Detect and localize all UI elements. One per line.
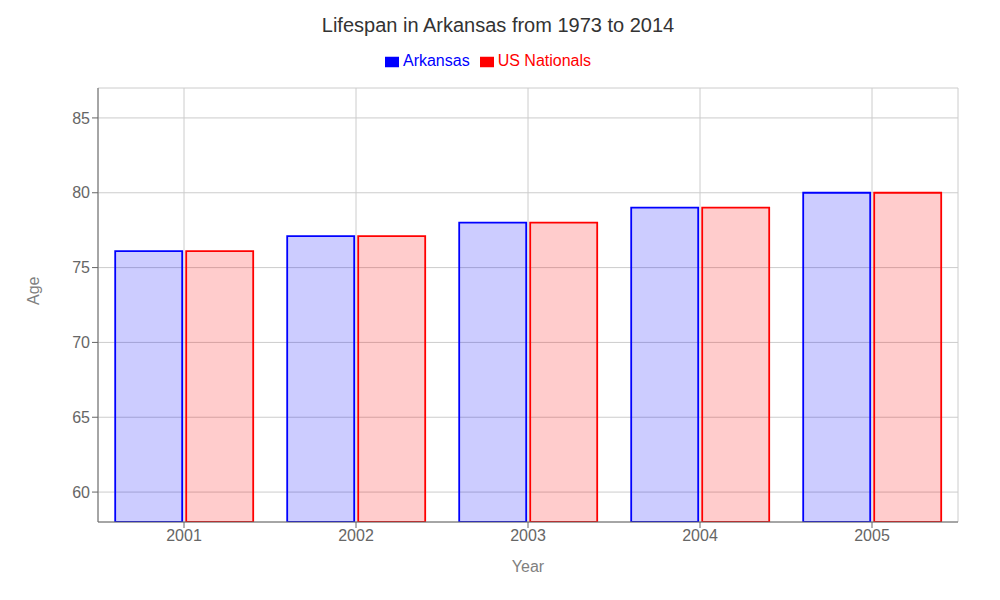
svg-text:2004: 2004 xyxy=(682,527,718,544)
svg-text:2001: 2001 xyxy=(166,527,202,544)
svg-text:65: 65 xyxy=(72,409,90,426)
html-text:Arkansas: Arkansas xyxy=(403,52,470,69)
svg-text:Age: Age xyxy=(25,276,42,305)
html-text:Lifespan in Arkansas from 1973: Lifespan in Arkansas from 1973 to 2014 xyxy=(321,14,675,36)
svg-text:2003: 2003 xyxy=(510,527,546,544)
svg-text:2002: 2002 xyxy=(338,527,374,544)
svg-text:2005: 2005 xyxy=(854,527,890,544)
svg-text:85: 85 xyxy=(72,110,90,127)
svg-text:80: 80 xyxy=(72,184,90,201)
html-text:US Nationals: US Nationals xyxy=(497,52,591,69)
svg-text:Year: Year xyxy=(512,558,545,575)
svg-text:60: 60 xyxy=(72,484,90,501)
svg-text:75: 75 xyxy=(72,259,90,276)
svg-text:70: 70 xyxy=(72,334,90,351)
